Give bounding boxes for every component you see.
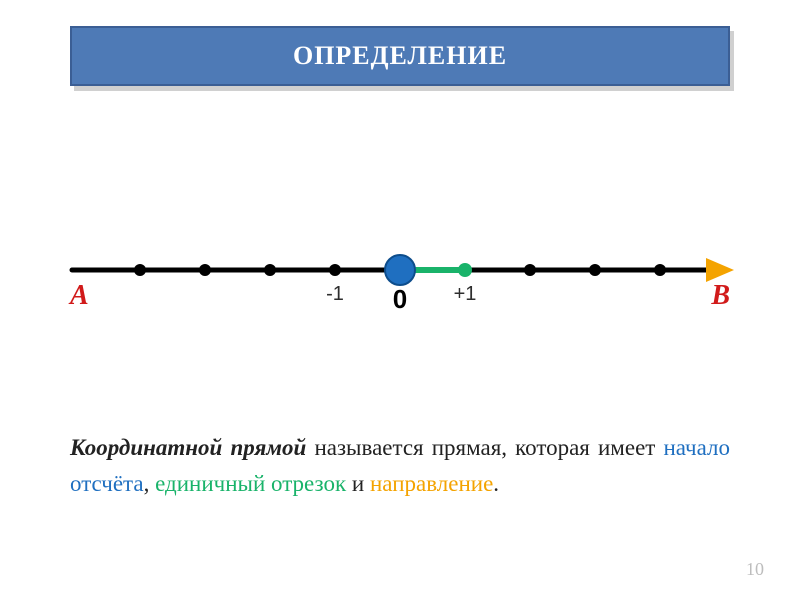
svg-text:-1: -1 <box>326 283 344 305</box>
definition-term: Координатной прямой <box>70 435 306 460</box>
definition-colored-2: единичный отрезок <box>155 471 346 496</box>
number-line-svg: -1 +1 0 A B <box>60 230 740 350</box>
svg-text:+1: +1 <box>454 283 477 305</box>
definition-sep-2: и <box>346 471 370 496</box>
svg-text:0: 0 <box>393 284 407 314</box>
definition-sep-1: , <box>144 471 156 496</box>
page-number: 10 <box>746 559 764 580</box>
number-line: -1 +1 0 A B <box>60 230 740 350</box>
definition-paragraph: Координатной прямой называется прямая, к… <box>70 430 730 501</box>
title-band: ОПРЕДЕЛЕНИЕ <box>70 26 730 86</box>
definition-colored-3: направление <box>370 471 493 496</box>
svg-text:B: B <box>710 280 730 311</box>
title-text: ОПРЕДЕЛЕНИЕ <box>293 41 507 71</box>
definition-text-1: называется прямая, которая имеет <box>306 435 663 460</box>
definition-tail: . <box>493 471 499 496</box>
svg-text:A: A <box>68 280 89 311</box>
